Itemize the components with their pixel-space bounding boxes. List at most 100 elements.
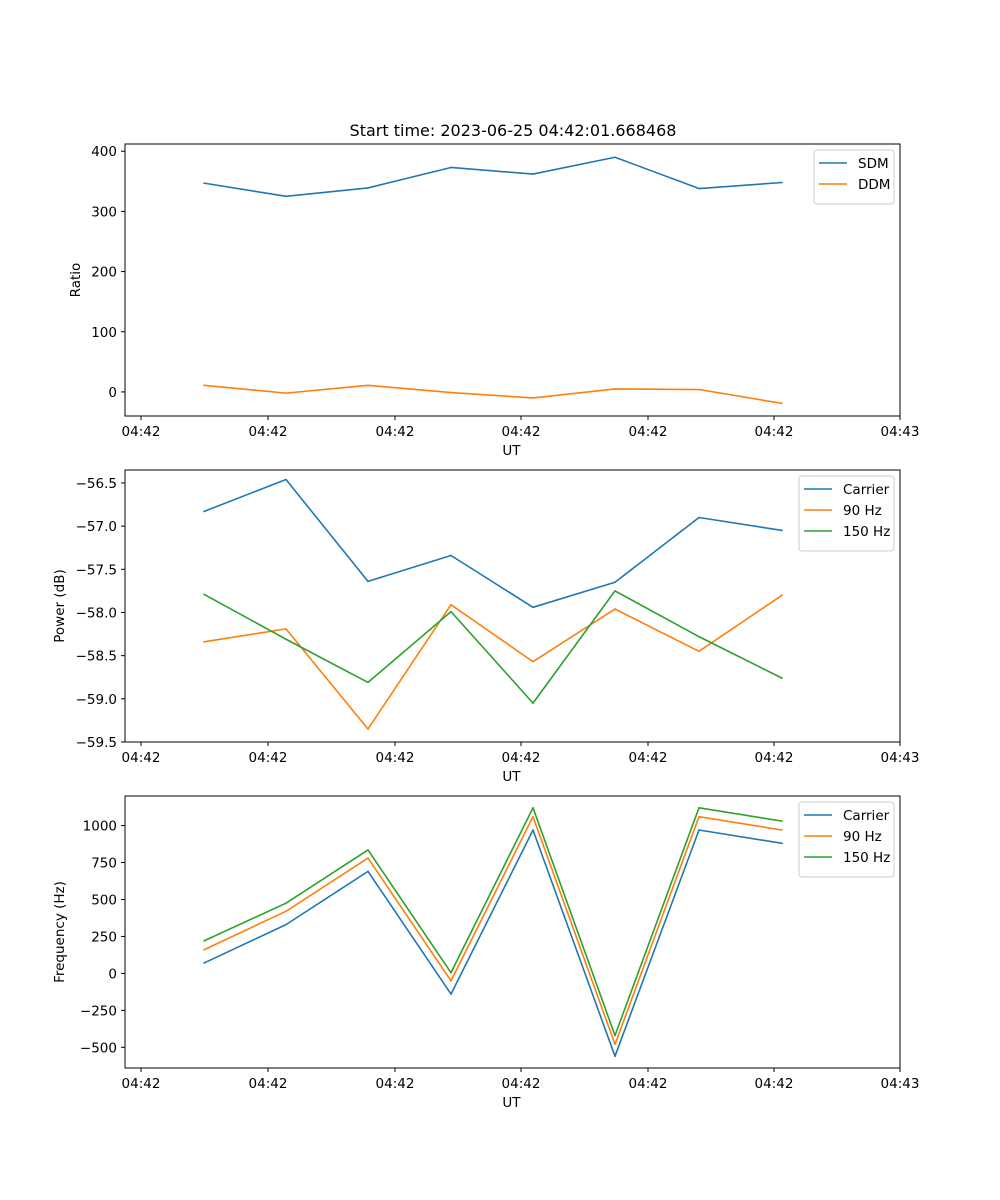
data-point bbox=[532, 660, 534, 663]
x-tick-label: 04:42 bbox=[122, 1076, 161, 1092]
data-point bbox=[698, 388, 700, 391]
y-tick-label: 250 bbox=[91, 929, 117, 945]
series-line-150-hz bbox=[203, 590, 783, 704]
data-point bbox=[532, 815, 534, 818]
data-point bbox=[367, 187, 369, 189]
data-point bbox=[203, 384, 205, 387]
data-point bbox=[450, 603, 452, 606]
data-point bbox=[532, 807, 534, 809]
x-tick-label: 04:43 bbox=[881, 1076, 920, 1092]
y-tick-label: 200 bbox=[91, 265, 117, 281]
y-tick-label: −56.5 bbox=[76, 476, 117, 492]
y-tick-label: −58.0 bbox=[76, 605, 117, 621]
data-point bbox=[781, 529, 783, 532]
data-point bbox=[614, 388, 616, 390]
data-point bbox=[450, 610, 452, 613]
data-point bbox=[450, 554, 452, 557]
data-point bbox=[203, 948, 205, 951]
data-point bbox=[698, 807, 700, 809]
data-point bbox=[698, 187, 700, 190]
data-point bbox=[532, 173, 534, 175]
series-line-90-hz bbox=[203, 815, 783, 1046]
y-tick-label: −59.5 bbox=[76, 735, 117, 751]
data-point bbox=[781, 842, 783, 845]
x-axis-label: UT bbox=[502, 443, 521, 459]
y-axis-label: Frequency (Hz) bbox=[52, 881, 68, 983]
y-tick-label: −57.0 bbox=[76, 519, 117, 535]
data-point bbox=[285, 392, 287, 394]
axes-frame bbox=[124, 469, 901, 743]
data-point bbox=[781, 829, 783, 831]
data-point bbox=[698, 815, 700, 818]
data-point bbox=[367, 681, 369, 684]
x-tick-label: 04:42 bbox=[755, 750, 794, 766]
data-point bbox=[698, 516, 700, 519]
data-point bbox=[781, 677, 783, 679]
legend-label: DDM bbox=[858, 177, 890, 193]
data-point bbox=[367, 857, 369, 859]
axes-frame bbox=[124, 795, 901, 1069]
data-point bbox=[285, 910, 287, 913]
x-axis-label: UT bbox=[502, 1095, 521, 1111]
figure-title: Start time: 2023-06-25 04:42:01.668468 bbox=[350, 121, 677, 140]
data-point bbox=[532, 397, 534, 399]
data-point bbox=[367, 870, 369, 873]
y-tick-label: −58.5 bbox=[76, 649, 117, 665]
y-tick-label: 0 bbox=[108, 385, 117, 401]
panel-3: 04:42 04:42 04:42 04:42 04:42 04:42 04:43 −500 −… bbox=[52, 795, 920, 1111]
panel-1: 04:42 04:42 04:42 04:42 04:42 04:42 04:43 0 100 2… bbox=[68, 143, 919, 459]
data-point bbox=[367, 849, 369, 851]
data-point bbox=[614, 590, 616, 592]
data-point bbox=[532, 829, 534, 831]
data-point bbox=[203, 510, 205, 513]
data-point bbox=[614, 581, 616, 584]
x-tick-label: 04:42 bbox=[122, 424, 161, 440]
data-point bbox=[285, 628, 287, 630]
data-point bbox=[532, 702, 534, 704]
data-point bbox=[285, 478, 287, 481]
data-point bbox=[781, 594, 783, 597]
data-point bbox=[285, 902, 287, 904]
data-point bbox=[203, 962, 205, 964]
legend: Carrier 90 Hz 150 Hz bbox=[798, 801, 895, 878]
y-tick-label: −250 bbox=[80, 1003, 117, 1019]
x-tick-label: 04:43 bbox=[881, 750, 920, 766]
data-point bbox=[367, 384, 369, 387]
data-point bbox=[203, 641, 205, 643]
y-tick-label: 750 bbox=[91, 856, 117, 872]
y-tick-label: 300 bbox=[91, 204, 117, 220]
x-tick-label: 04:42 bbox=[376, 424, 415, 440]
data-point bbox=[698, 635, 700, 638]
data-point bbox=[285, 195, 287, 198]
legend-frame bbox=[798, 801, 895, 878]
axes-frame bbox=[124, 143, 901, 417]
data-point bbox=[450, 993, 452, 995]
data-point bbox=[285, 638, 287, 641]
x-tick-label: 04:42 bbox=[502, 424, 541, 440]
x-tick-label: 04:42 bbox=[122, 750, 161, 766]
data-point bbox=[285, 923, 287, 926]
legend-frame bbox=[798, 475, 895, 552]
data-point bbox=[614, 1034, 616, 1037]
series-line-150-hz bbox=[203, 807, 783, 1037]
y-tick-label: 1000 bbox=[83, 819, 117, 835]
panel-2: 04:42 04:42 04:42 04:42 04:42 04:42 04:43 −59.5… bbox=[52, 469, 920, 785]
data-point bbox=[450, 979, 452, 982]
legend-label: SDM bbox=[858, 156, 889, 172]
legend: Carrier 90 Hz 150 Hz bbox=[798, 475, 895, 552]
x-tick-label: 04:42 bbox=[376, 1076, 415, 1092]
legend-label: 150 Hz bbox=[843, 524, 890, 540]
series-line-ddm bbox=[203, 384, 783, 405]
data-point bbox=[367, 728, 369, 730]
data-point bbox=[781, 820, 783, 822]
x-tick-label: 04:42 bbox=[755, 1076, 794, 1092]
x-tick-label: 04:42 bbox=[249, 750, 288, 766]
x-tick-label: 04:42 bbox=[629, 424, 668, 440]
series-line-carrier bbox=[203, 478, 783, 609]
x-tick-label: 04:42 bbox=[629, 1076, 668, 1092]
y-tick-label: −57.5 bbox=[76, 562, 117, 578]
y-tick-label: −500 bbox=[80, 1040, 117, 1056]
data-point bbox=[698, 829, 700, 831]
legend-label: 90 Hz bbox=[843, 829, 882, 845]
